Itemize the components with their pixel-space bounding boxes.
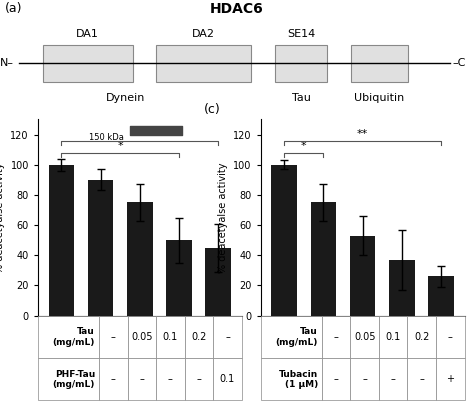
Bar [206,248,231,316]
Bar [185,316,213,358]
Text: SE14: SE14 [287,29,315,39]
Text: –: – [362,374,367,384]
Text: –: – [334,332,338,342]
Text: HDAC6: HDAC6 [210,2,264,16]
Text: –: – [139,374,144,384]
Bar [379,358,408,400]
Text: –: – [419,374,424,384]
Bar [43,45,133,82]
Text: –: – [391,374,396,384]
Bar [322,358,350,400]
Bar [261,358,322,400]
Text: 0.2: 0.2 [414,332,429,342]
Text: –: – [111,332,116,342]
Text: **: ** [357,129,368,139]
Bar [436,316,465,358]
Bar [99,316,128,358]
Text: (a): (a) [5,2,22,15]
Bar [436,358,465,400]
Text: 0.2: 0.2 [191,332,207,342]
Text: *: * [137,129,143,139]
Text: Tubacin
(1 μM): Tubacin (1 μM) [279,370,318,389]
Text: Tau
(mg/mL): Tau (mg/mL) [275,327,318,346]
Bar [99,358,128,400]
Text: –C: –C [453,59,466,68]
Text: Tau
(mg/mL): Tau (mg/mL) [53,327,95,346]
Bar [261,316,322,358]
Bar [88,180,113,316]
Bar [428,276,454,316]
Bar [38,358,99,400]
Text: (c): (c) [204,103,220,115]
Bar [128,358,156,400]
Y-axis label: % deacetyalse activity: % deacetyalse activity [0,162,5,273]
Text: –: – [448,332,453,342]
Bar [156,45,251,82]
Bar [408,358,436,400]
Bar [350,316,379,358]
Bar [350,358,379,400]
Bar [156,358,185,400]
Bar [185,358,213,400]
Bar [350,236,375,316]
Text: 0.1: 0.1 [163,332,178,342]
Bar [379,316,408,358]
Text: Dynein: Dynein [106,94,146,103]
Text: –: – [168,374,173,384]
Text: –: – [197,374,201,384]
Bar [213,316,242,358]
Text: Tau: Tau [292,94,310,103]
Text: +: + [446,374,454,384]
Bar [38,316,99,358]
Text: DA1: DA1 [76,29,99,39]
Text: 0.05: 0.05 [131,332,153,342]
Bar [166,240,192,316]
Y-axis label: % deacetyalse activity: % deacetyalse activity [218,162,228,273]
Bar [351,45,408,82]
Bar [127,202,153,316]
Bar [310,202,336,316]
Text: 0.1: 0.1 [385,332,401,342]
Text: –: – [111,374,116,384]
Text: DA2: DA2 [192,29,215,39]
Bar [322,316,350,358]
Text: 0.1: 0.1 [220,374,235,384]
Text: PHF-Tau
(mg/mL): PHF-Tau (mg/mL) [53,370,95,389]
Text: N–: N– [0,59,14,68]
Text: 150 kDa: 150 kDa [89,133,124,142]
Text: –: – [225,332,230,342]
Text: Ubiquitin: Ubiquitin [354,94,404,103]
Text: 0.05: 0.05 [354,332,375,342]
Bar [156,316,185,358]
Bar [275,45,327,82]
Text: –: – [334,374,338,384]
Text: *: * [118,141,123,151]
Bar [213,358,242,400]
Bar [272,165,297,316]
Bar [128,316,156,358]
Bar [389,260,415,316]
Text: *: * [301,141,307,151]
Bar [408,316,436,358]
Bar [49,165,74,316]
